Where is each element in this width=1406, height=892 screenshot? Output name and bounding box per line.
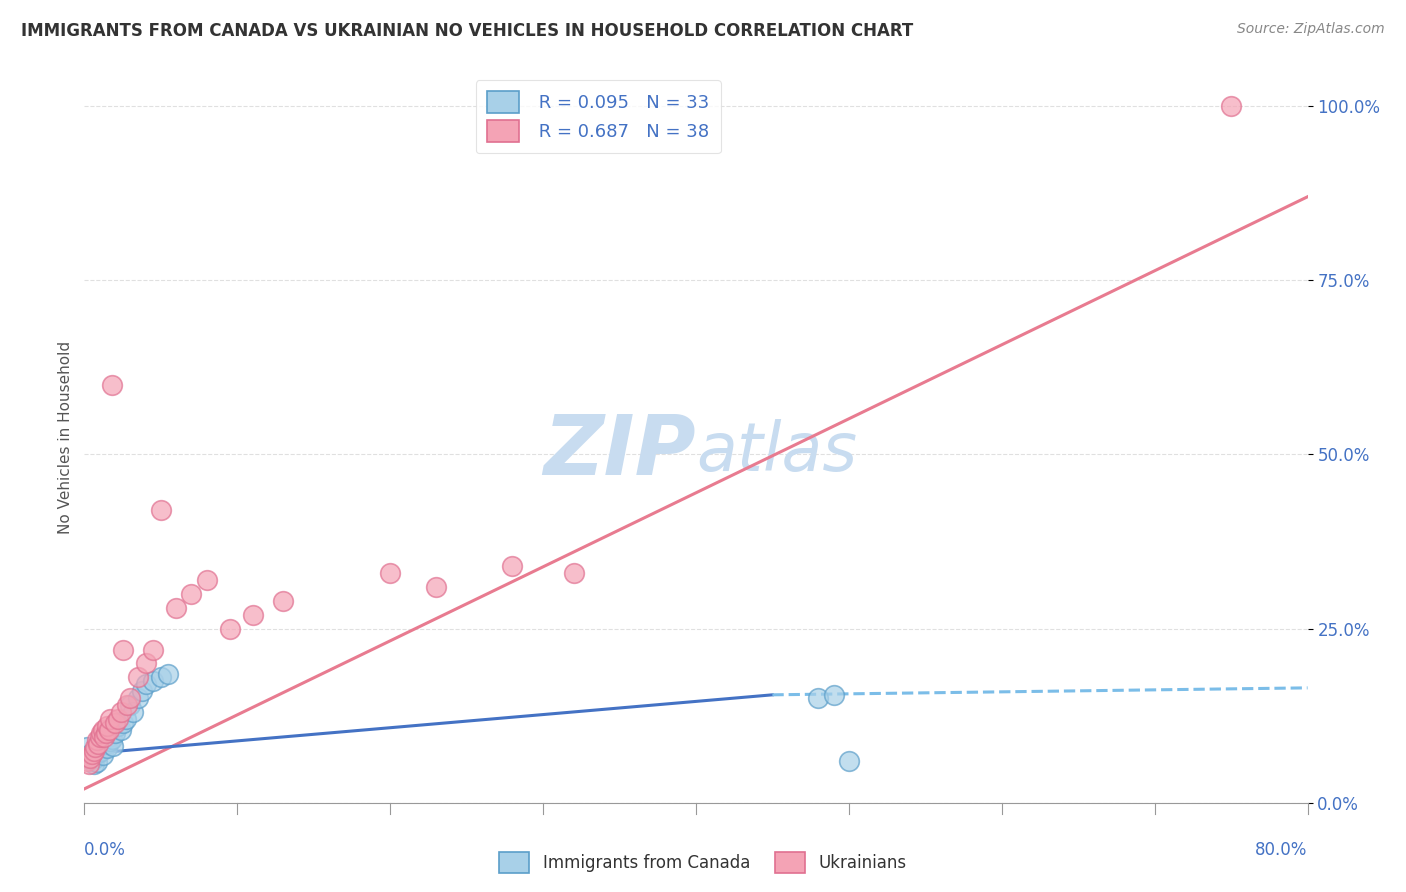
Point: [77, 757, 100, 772]
Point: [111, 642, 134, 657]
Point: [101, 731, 124, 746]
Point: [135, 677, 157, 691]
Legend:  R = 0.095   N = 33,  R = 0.687   N = 38: R = 0.095 N = 33, R = 0.687 N = 38: [475, 80, 720, 153]
Point: [87, 737, 110, 751]
Point: [135, 657, 157, 671]
Point: [107, 712, 129, 726]
Point: [96, 719, 118, 733]
Point: [242, 607, 264, 622]
Point: [103, 739, 125, 753]
Point: [104, 715, 127, 730]
Point: [120, 691, 142, 706]
Point: [97, 723, 120, 737]
Point: [84, 740, 107, 755]
Point: [380, 566, 402, 580]
Point: [93, 730, 115, 744]
Point: [97, 730, 120, 744]
Point: [111, 715, 134, 730]
Point: [131, 684, 153, 698]
Point: [107, 719, 129, 733]
Point: [98, 712, 121, 726]
Point: [502, 558, 524, 573]
Point: [104, 726, 127, 740]
Point: [127, 691, 149, 706]
Point: [149, 503, 172, 517]
Point: [425, 580, 447, 594]
Point: [1220, 99, 1243, 113]
Y-axis label: No Vehicles in Household: No Vehicles in Household: [58, 341, 73, 533]
Text: ZIP: ZIP: [543, 411, 696, 492]
Point: [86, 733, 108, 747]
Point: [76, 754, 98, 768]
Point: [823, 688, 845, 702]
Point: [98, 734, 121, 748]
Point: [93, 733, 115, 747]
Point: [101, 377, 124, 392]
Point: [838, 754, 860, 768]
Point: [115, 698, 138, 713]
Point: [89, 730, 111, 744]
Point: [89, 740, 111, 755]
Legend: Immigrants from Canada, Ukrainians: Immigrants from Canada, Ukrainians: [492, 846, 914, 880]
Point: [91, 723, 114, 737]
Point: [142, 673, 165, 688]
Point: [122, 705, 145, 719]
Point: [79, 747, 101, 761]
Point: [86, 756, 108, 770]
Point: [87, 746, 110, 760]
Point: [165, 600, 187, 615]
Point: [79, 750, 101, 764]
Point: [80, 747, 103, 761]
Point: [90, 743, 112, 757]
Point: [94, 737, 117, 751]
Point: [76, 740, 98, 755]
Point: [91, 748, 114, 763]
Point: [127, 670, 149, 684]
Point: [83, 743, 105, 757]
Point: [80, 754, 103, 768]
Point: [90, 726, 112, 740]
Point: [157, 667, 180, 681]
Point: [562, 566, 585, 580]
Text: Source: ZipAtlas.com: Source: ZipAtlas.com: [1237, 22, 1385, 37]
Point: [807, 691, 830, 706]
Text: 0.0%: 0.0%: [84, 841, 127, 859]
Point: [114, 712, 136, 726]
Text: IMMIGRANTS FROM CANADA VS UKRAINIAN NO VEHICLES IN HOUSEHOLD CORRELATION CHART: IMMIGRANTS FROM CANADA VS UKRAINIAN NO V…: [21, 22, 914, 40]
Point: [180, 587, 202, 601]
Point: [120, 698, 142, 713]
Point: [110, 723, 132, 737]
Point: [149, 670, 172, 684]
Point: [142, 642, 165, 657]
Point: [271, 594, 294, 608]
Text: atlas: atlas: [696, 418, 858, 484]
Text: 80.0%: 80.0%: [1256, 841, 1308, 859]
Point: [218, 622, 240, 636]
Point: [94, 726, 117, 740]
Point: [110, 705, 132, 719]
Point: [84, 750, 107, 764]
Point: [96, 741, 118, 756]
Point: [83, 757, 105, 772]
Point: [195, 573, 218, 587]
